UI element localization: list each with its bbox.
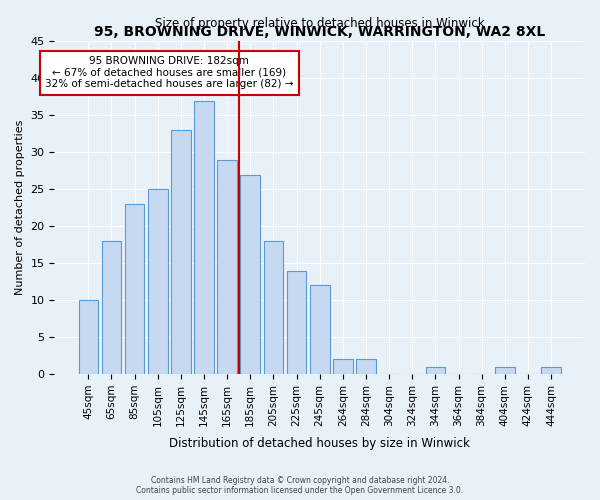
Bar (217, 160, 237, 374)
Bar (79, 300, 98, 374)
Bar (287, 270, 307, 374)
Bar (125, 204, 145, 374)
Y-axis label: Number of detached properties: Number of detached properties (15, 120, 25, 296)
Bar (148, 190, 167, 374)
Bar (171, 130, 191, 374)
Title: 95, BROWNING DRIVE, WINWICK, WARRINGTON, WA2 8XL: 95, BROWNING DRIVE, WINWICK, WARRINGTON,… (94, 25, 545, 39)
Bar (310, 286, 329, 374)
Bar (263, 241, 283, 374)
Text: Size of property relative to detached houses in Winwick: Size of property relative to detached ho… (155, 17, 485, 30)
Bar (425, 366, 445, 374)
Text: 95 BROWNING DRIVE: 182sqm
← 67% of detached houses are smaller (169)
32% of semi: 95 BROWNING DRIVE: 182sqm ← 67% of detac… (45, 56, 293, 90)
Bar (333, 360, 353, 374)
Text: Contains HM Land Registry data © Crown copyright and database right 2024.
Contai: Contains HM Land Registry data © Crown c… (136, 476, 464, 495)
Bar (194, 100, 214, 374)
Bar (356, 360, 376, 374)
Bar (101, 241, 121, 374)
Bar (241, 174, 260, 374)
Bar (541, 366, 561, 374)
X-axis label: Distribution of detached houses by size in Winwick: Distribution of detached houses by size … (169, 437, 470, 450)
Bar (495, 366, 515, 374)
